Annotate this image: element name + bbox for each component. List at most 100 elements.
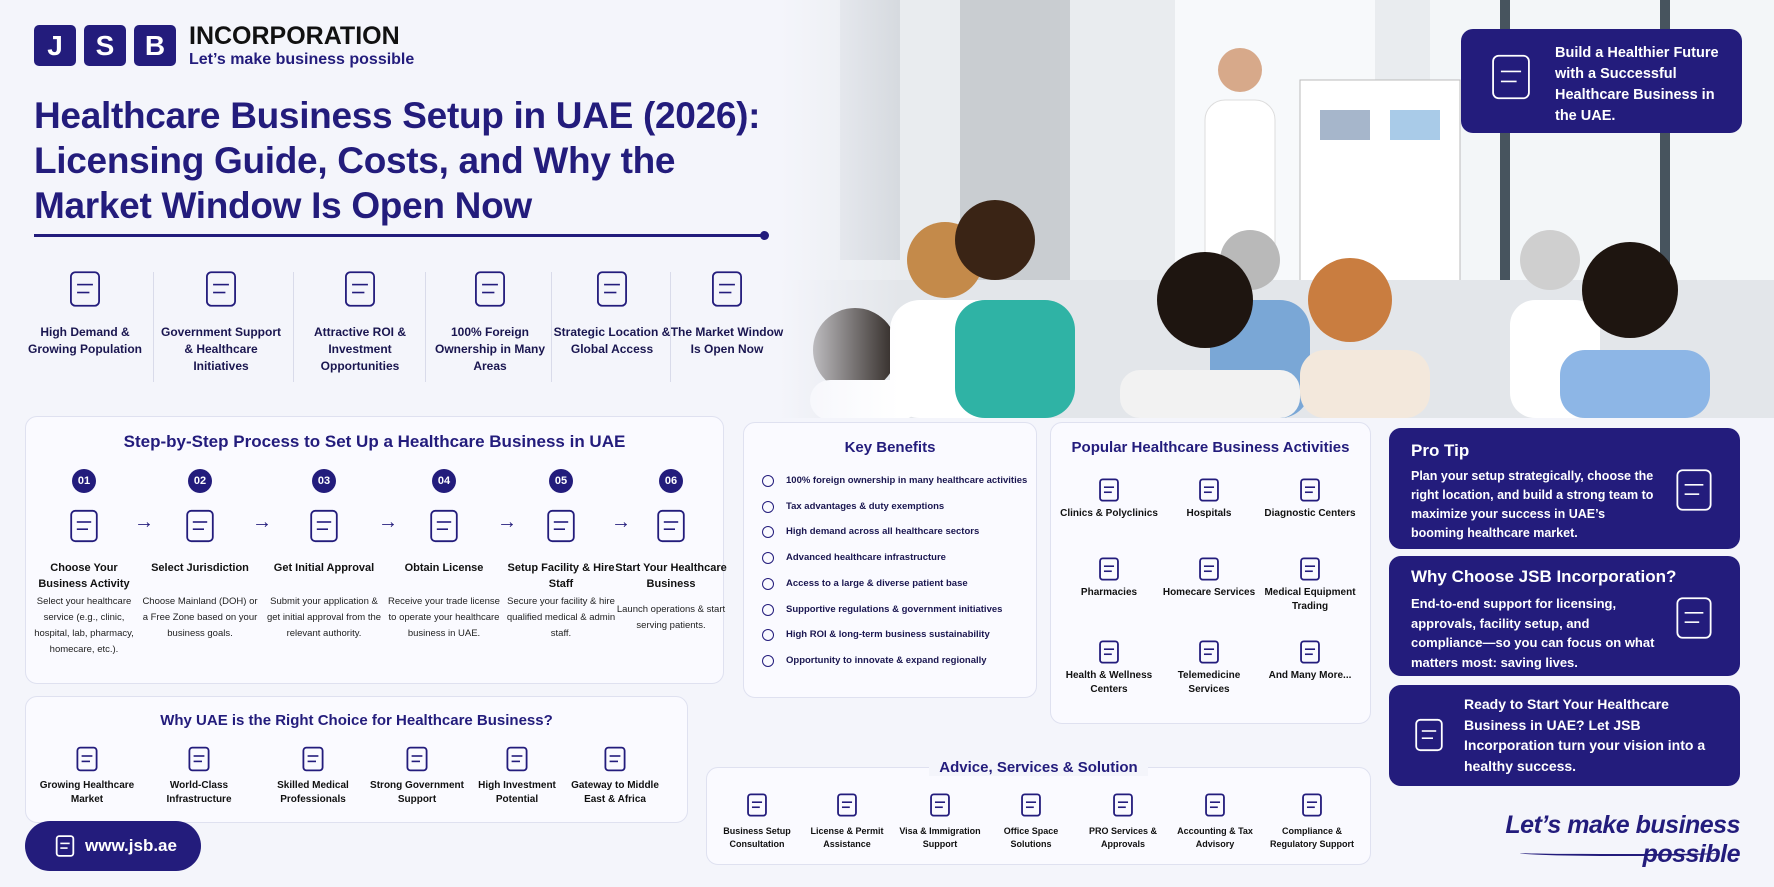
logo-letter: J [34, 25, 76, 66]
icon [1199, 640, 1219, 664]
highlight-label: Government Support & Healthcare Initiati… [160, 325, 281, 373]
step-number: 04 [432, 469, 456, 493]
step-title: Setup Facility & Hire Staff [507, 562, 615, 590]
cta-box: Ready to Start Your Healthcare Business … [1389, 685, 1740, 786]
icon [1021, 793, 1041, 817]
step-text: Secure your facility & hire qualified me… [506, 596, 616, 639]
icon [1099, 478, 1119, 502]
benefit-item: Opportunity to innovate & expand regiona… [786, 654, 987, 666]
step-text: Choose Mainland (DOH) or a Free Zone bas… [142, 596, 258, 639]
services-panel: Advice, Services & Solution Business Setu… [706, 759, 1371, 865]
step-number: 02 [188, 469, 212, 493]
why-jsb-text: End-to-end support for licensing, approv… [1411, 596, 1655, 670]
step-title: Get Initial Approval [273, 562, 375, 574]
activities-panel: Popular Healthcare Business Activities Cl… [1050, 422, 1371, 724]
banner-text: Build a Healthier Future with a Successf… [1555, 45, 1719, 124]
icon [206, 271, 236, 307]
check-icon [762, 629, 774, 642]
step-arrow: → [497, 511, 517, 533]
service-item: Accounting & Tax Advisory [1177, 826, 1253, 849]
why-uae-item: Gateway to Middle East & Africa [571, 780, 659, 805]
icon [310, 509, 338, 543]
icon [1302, 793, 1322, 817]
icon [76, 746, 98, 772]
main-title: Healthcare Business Setup in UAE (2026):… [34, 95, 761, 226]
benefit-item: 100% foreign ownership in many healthcar… [786, 475, 1028, 486]
check-icon [762, 577, 774, 590]
step-text: Receive your trade license to operate yo… [388, 596, 500, 639]
benefit-item: Access to a large & diverse patient base [786, 577, 968, 589]
divider [551, 272, 552, 382]
why-uae-item: High Investment Potential [478, 780, 556, 805]
icon [1199, 557, 1219, 581]
process-title: Step-by-Step Process to Set Up a Healthc… [123, 432, 626, 451]
activity-item: Clinics & Polyclinics [1060, 508, 1158, 519]
check-icon [762, 603, 774, 616]
trophy-icon [1676, 597, 1712, 639]
process-panel: Step-by-Step Process to Set Up a Healthc… [25, 416, 727, 684]
icon [506, 746, 528, 772]
bulb-icon [1676, 469, 1712, 511]
check-icon [762, 500, 774, 513]
service-item: PRO Services & Approvals [1088, 826, 1158, 849]
icon [188, 746, 210, 772]
icon [430, 509, 458, 543]
highlight-label: Attractive ROI & Investment Opportunitie… [313, 325, 407, 373]
pro-tip-title: Pro Tip [1411, 441, 1470, 460]
icon [547, 509, 575, 543]
icon [1300, 478, 1320, 502]
plane-icon [1415, 718, 1443, 752]
icon [406, 746, 428, 772]
step-title: Start Your Healthcare Business [615, 562, 727, 590]
icon [930, 793, 950, 817]
icon [657, 509, 685, 543]
icon [1199, 478, 1219, 502]
logo-letter: S [84, 25, 126, 66]
activity-item: Homecare Services [1162, 587, 1256, 598]
step-text: Submit your application & get initial ap… [266, 596, 382, 639]
highlight-label: The Market Window Is Open Now [670, 325, 784, 356]
divider [293, 272, 294, 382]
icon [837, 793, 857, 817]
why-uae-item: Growing Healthcare Market [39, 780, 135, 805]
service-item: License & Permit Assistance [810, 826, 884, 849]
step-arrow: → [611, 511, 631, 533]
heart-icon [1492, 54, 1530, 100]
pro-tip-text: Plan your setup strategically, choose th… [1411, 469, 1654, 540]
icon [475, 271, 505, 307]
check-icon [762, 475, 774, 487]
service-item: Compliance & Regulatory Support [1269, 826, 1354, 849]
icon [604, 746, 626, 772]
slogan: Let’s make business possible [1505, 811, 1740, 868]
activity-item: Health & Wellness Centers [1065, 670, 1153, 695]
why-uae-title: Why UAE is the Right Choice for Healthca… [160, 712, 553, 729]
icon [747, 793, 767, 817]
why-jsb-box: Why Choose JSB Incorporation? End-to-end … [1389, 556, 1740, 676]
title-rule [34, 234, 764, 237]
banner-box: Build a Healthier Future with a Successf… [1461, 29, 1742, 133]
why-uae-panel: Why UAE is the Right Choice for Healthca… [25, 696, 688, 823]
check-icon [762, 526, 774, 539]
icon [302, 746, 324, 772]
icon [70, 509, 98, 543]
step-arrow: → [378, 511, 398, 533]
benefit-item: High ROI & long-term business sustainabi… [786, 629, 990, 641]
step-number: 05 [549, 469, 573, 493]
why-jsb-title: Why Choose JSB Incorporation? [1411, 567, 1677, 586]
pro-tip-box: Pro Tip Plan your setup strategically, ch… [1389, 428, 1740, 549]
icon [1113, 793, 1133, 817]
why-uae-item: Strong Government Support [370, 780, 464, 805]
icon [1099, 557, 1119, 581]
step-text: Select your healthcare service (e.g., cl… [34, 596, 134, 655]
activity-item: Pharmacies [1080, 587, 1138, 598]
highlight-label: Strategic Location & Global Access [553, 325, 671, 356]
activity-item: Hospitals [1186, 508, 1232, 519]
icon [1300, 640, 1320, 664]
icon [712, 271, 742, 307]
service-item: Visa & Immigration Support [899, 826, 981, 849]
website-pill[interactable]: www.jsb.ae [25, 821, 201, 871]
why-uae-item: World-Class Infrastructure [166, 780, 232, 805]
divider [153, 272, 154, 382]
benefit-item: Supportive regulations & government init… [786, 603, 1003, 615]
